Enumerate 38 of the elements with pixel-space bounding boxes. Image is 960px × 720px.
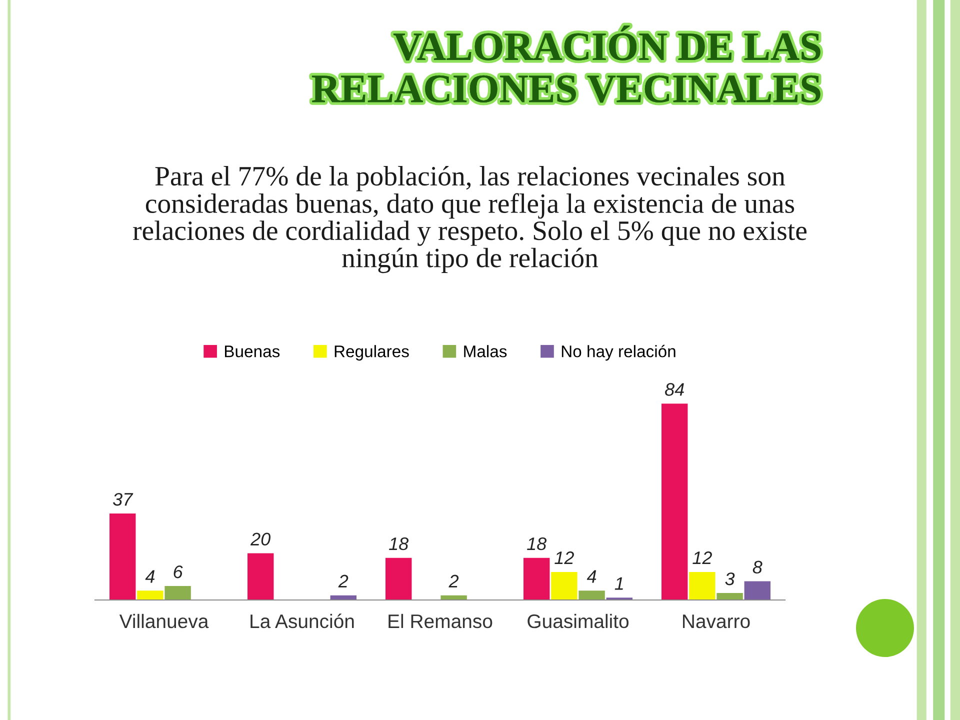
bar — [523, 558, 550, 600]
legend-label: Regulares — [334, 345, 409, 361]
bar — [247, 553, 274, 600]
data-label: 12 — [692, 551, 712, 564]
x-tick-label: Navarro — [683, 614, 750, 628]
data-label: 37 — [112, 492, 134, 506]
chart-title: VALORACIÓN DE LAS RELACIONES VECINALES — [312, 26, 820, 103]
bar — [661, 404, 688, 600]
data-label: 2 — [448, 574, 459, 588]
data-label: 6 — [174, 565, 183, 578]
data-label: 18 — [527, 537, 547, 550]
bar — [164, 586, 191, 600]
data-label: 3 — [725, 572, 735, 586]
x-tick-label: La Asunción — [250, 614, 354, 628]
bar — [716, 592, 743, 600]
data-label: 4 — [586, 570, 596, 583]
data-label: 4 — [145, 570, 155, 583]
bar — [109, 513, 136, 600]
data-label: 1 — [614, 577, 623, 590]
bar — [744, 581, 771, 600]
chart-subtitle: Para el 77% de la población, las relaciones vecinales son consideradas buenas, dato que refleja la existencia de unas relaciones de cordialidad y respeto. Solo el 5% que no existe ningún tipo de relación — [133, 166, 806, 274]
data-label: 18 — [389, 537, 409, 550]
legend-label: Malas — [464, 345, 507, 358]
bar — [578, 590, 605, 600]
bar — [689, 572, 716, 600]
legend-label: No hay relación — [562, 344, 676, 361]
data-label: 2 — [338, 574, 348, 588]
bar — [385, 558, 412, 600]
bar — [551, 572, 578, 600]
x-tick-label: Villanueva — [119, 614, 209, 628]
x-tick-label: Guasimalito — [528, 614, 629, 628]
x-tick-label: El Remanso — [388, 614, 492, 628]
data-label: 84 — [665, 383, 684, 396]
data-label: 20 — [250, 532, 270, 546]
legend-label: Buenas — [224, 346, 280, 358]
bar — [137, 590, 164, 600]
data-label: 12 — [554, 551, 574, 564]
data-label: 8 — [752, 560, 762, 574]
